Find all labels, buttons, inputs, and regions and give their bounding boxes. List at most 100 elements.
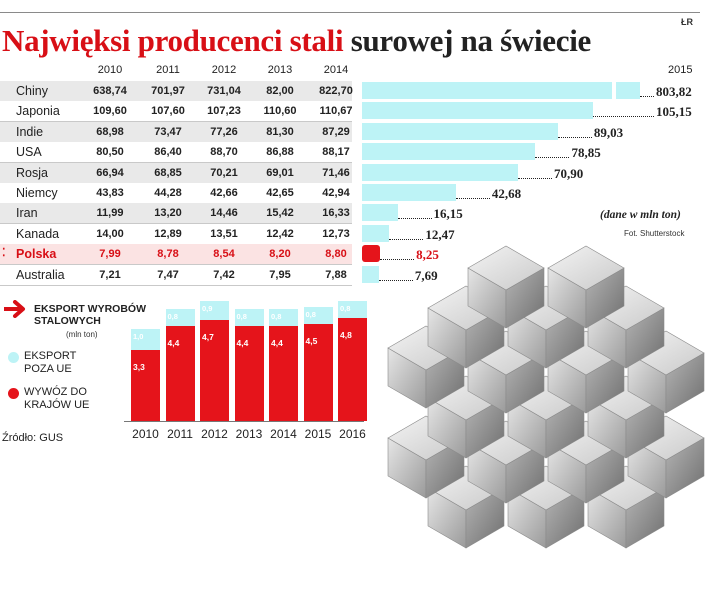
country-cell: Rosja (16, 165, 48, 180)
bar-2015 (362, 122, 558, 140)
legend-line: KRAJÓW UE (24, 399, 90, 411)
bar-2015-value-label: 12,47 (425, 226, 455, 242)
legend-label-eu: WYWÓZ DO KRAJÓW UE (24, 386, 89, 412)
value-cell: 12,73 (322, 227, 350, 240)
table-year-header: 2011 (156, 64, 180, 76)
export-bar-eu (131, 350, 160, 421)
bar-2015 (362, 82, 612, 99)
leader-line (517, 177, 552, 179)
title-black-part: surowej na świecie (350, 23, 592, 58)
unit-note: (dane w mln ton) (600, 209, 681, 221)
leader-line (455, 198, 490, 199)
value-cell: 7,95 (269, 268, 291, 281)
bar-2015-value-label: 42,68 (491, 186, 522, 201)
legend-label-non-eu: EKSPORT POZA UE (24, 350, 76, 376)
bar-2015 (362, 143, 536, 161)
value-cell: 110,60 (263, 105, 297, 118)
value-cell: 86,88 (266, 146, 294, 159)
leader-line (535, 157, 570, 159)
export-unit: (mln ton) (66, 330, 98, 339)
export-bar-non-eu (200, 300, 229, 320)
bar-2015-value-label: 105,15 (656, 104, 692, 120)
bar-2015-value-label: 78,85 (571, 145, 601, 161)
value-cell: 16,33 (322, 207, 350, 220)
value-cell: 42,94 (322, 187, 350, 199)
export-bar-non-eu (303, 307, 333, 325)
value-cell: 14,00 (96, 227, 124, 240)
export-non-eu-value-label: 0,8 (340, 303, 351, 313)
bar-2015 (362, 163, 518, 181)
leader-line (557, 136, 592, 138)
table-row: USA 80,50 86,40 88,70 86,88 88,17 (0, 142, 352, 163)
leader-line (593, 116, 654, 118)
value-cell: 8,54 (213, 248, 235, 261)
row-divider (0, 284, 352, 286)
country-cell: Polska (16, 247, 57, 262)
export-bar-eu (269, 326, 298, 421)
bar-2015 (362, 102, 594, 120)
country-cell: Chiny (16, 84, 48, 98)
bar-2015 (362, 245, 381, 263)
value-cell: 13,20 (154, 207, 182, 220)
export-non-eu-value-label: 0,8 (167, 312, 178, 322)
value-cell: 88,17 (322, 146, 350, 159)
export-title-line: stalowych (34, 315, 101, 327)
value-cell: 14,46 (210, 207, 238, 220)
export-title: Eksport wyrobów stalowych (34, 303, 146, 327)
value-cell: 7,21 (99, 268, 121, 281)
export-eu-value-label: 4,4 (167, 338, 180, 349)
export-eu-value-label: 4,4 (271, 338, 283, 349)
export-title-line: Eksport wyrobów (34, 303, 146, 315)
table-row: Kanada 14,00 12,89 13,51 12,42 12,73 (0, 223, 352, 244)
export-non-eu-value-label: 1,0 (133, 331, 144, 341)
table-year-header: 2010 (97, 64, 123, 76)
bar-2015 (362, 204, 398, 222)
export-eu-value-label: 4,5 (305, 336, 318, 347)
value-cell: 8,20 (269, 248, 291, 261)
export-bar-eu (338, 317, 367, 421)
legend-line: POZA UE (24, 363, 72, 375)
export-bar-non-eu (269, 309, 298, 327)
table-row: ⁚ Polska 7,99 8,78 8,54 8,20 8,80 (0, 244, 352, 265)
export-eu-value-label: 4,8 (340, 329, 352, 340)
country-cell: Kanada (16, 226, 60, 241)
export-bar-eu (200, 319, 229, 421)
leader-line (397, 218, 432, 220)
value-cell: 107,23 (207, 105, 241, 118)
export-year-label: 2013 (235, 427, 263, 441)
export-bar-eu (234, 326, 264, 421)
value-cell: 77,26 (210, 125, 238, 138)
value-cell: 81,30 (266, 125, 294, 138)
bar-chart-year-label: 2015 (668, 64, 693, 76)
value-cell: 8,78 (157, 248, 179, 261)
country-cell: Australia (16, 267, 65, 282)
value-cell: 42,66 (210, 187, 238, 199)
value-cell: 86,40 (154, 146, 182, 159)
steel-cubes-illustration (387, 245, 705, 549)
value-cell: 12,89 (154, 227, 182, 240)
bar-2015 (362, 265, 379, 283)
value-cell: 80,50 (96, 146, 124, 159)
table-year-header: 2014 (323, 64, 349, 76)
value-cell: 73,47 (154, 125, 182, 138)
value-cell: 70,21 (210, 166, 238, 179)
table-row: Australia 7,21 7,47 7,42 7,95 7,88 (0, 264, 352, 285)
country-cell: Japonia (16, 104, 60, 119)
publisher-logo: ŁR (681, 17, 693, 27)
export-non-eu-value-label: 0,8 (271, 312, 282, 322)
country-cell: Iran (16, 206, 38, 221)
table-row: Indie 68,98 73,47 77,26 81,30 87,29 (0, 121, 352, 142)
value-cell: 7,42 (213, 268, 235, 281)
value-cell: 66,94 (96, 166, 124, 179)
legend-line: EKSPORT (24, 350, 77, 362)
value-cell: 71,46 (322, 166, 350, 179)
bar-2015 (362, 224, 390, 242)
value-cell: 822,70 (319, 85, 353, 97)
legend-swatch-non-eu (8, 352, 19, 363)
leader-line (389, 238, 424, 240)
export-year-label: 2014 (270, 427, 297, 441)
value-cell: 42,65 (266, 187, 294, 199)
export-eu-value-label: 4,7 (202, 331, 214, 342)
export-year-label: 2015 (304, 427, 332, 441)
value-cell: 107,60 (151, 105, 185, 118)
